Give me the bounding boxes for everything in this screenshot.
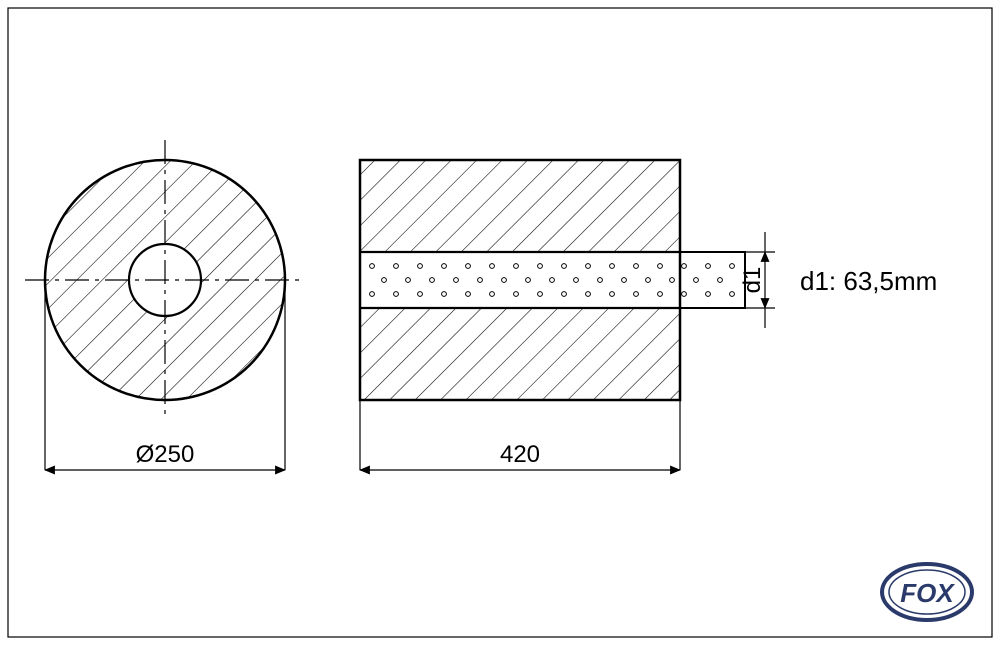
technical-drawing: Ø250 420 d1 d1: 63,5mm [0,0,1000,645]
section-view [360,160,745,400]
dim-d1: d1 d1: 63,5mm [739,232,937,328]
fox-logo: FOX [872,557,982,627]
dim-diameter-250-label: Ø250 [136,441,195,468]
dim-length-420-label: 420 [500,441,540,468]
perforated-tube [360,252,745,308]
dim-d1-code: d1 [739,267,766,294]
dim-d1-label: d1: 63,5mm [800,266,937,296]
front-view [25,140,305,420]
fox-logo-text: FOX [900,578,955,608]
dim-length-420: 420 [360,400,680,470]
